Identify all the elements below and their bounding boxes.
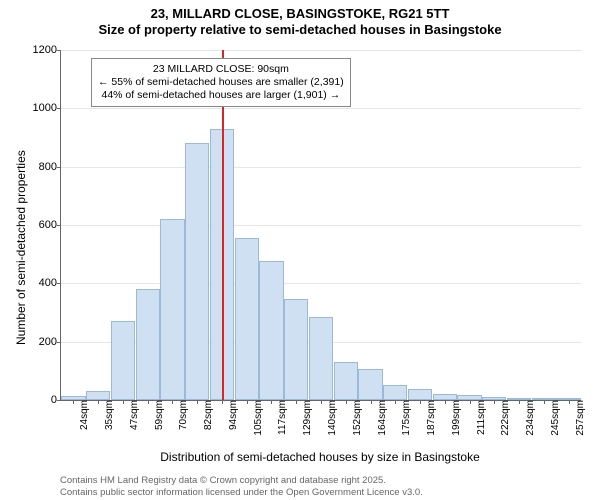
footer-line2: Contains public sector information licen…	[60, 487, 423, 499]
gridline	[61, 167, 581, 168]
annotation-line3: 44% of semi-detached houses are larger (…	[98, 89, 344, 102]
y-tick-label: 200	[39, 336, 61, 348]
gridline	[61, 108, 581, 109]
x-tick-label: 70sqm	[176, 400, 189, 430]
x-tick-label: 234sqm	[523, 400, 536, 436]
plot-area: 02004006008001000120024sqm35sqm47sqm59sq…	[60, 50, 581, 401]
x-tick-label: 245sqm	[548, 400, 561, 436]
title-line2: Size of property relative to semi-detach…	[0, 22, 600, 38]
y-tick-label: 800	[39, 161, 61, 173]
chart-title: 23, MILLARD CLOSE, BASINGSTOKE, RG21 5TT…	[0, 0, 600, 37]
histogram-bar	[86, 391, 110, 400]
x-tick-label: 47sqm	[127, 400, 140, 430]
x-tick-label: 117sqm	[275, 400, 288, 435]
title-line1: 23, MILLARD CLOSE, BASINGSTOKE, RG21 5TT	[0, 6, 600, 22]
x-tick-label: 140sqm	[325, 400, 338, 436]
histogram-bar	[259, 261, 283, 400]
footer-line1: Contains HM Land Registry data © Crown c…	[60, 475, 423, 487]
gridline	[61, 50, 581, 51]
histogram-bar	[235, 238, 259, 400]
histogram-bar	[383, 385, 407, 400]
histogram-bar	[160, 219, 184, 400]
annotation-line2: ← 55% of semi-detached houses are smalle…	[98, 76, 344, 89]
histogram-bar	[408, 389, 432, 400]
histogram-bar	[284, 299, 308, 400]
y-tick-label: 600	[39, 219, 61, 231]
x-tick-label: 175sqm	[399, 400, 412, 436]
y-tick-label: 1200	[33, 44, 61, 56]
x-tick-label: 187sqm	[424, 400, 437, 436]
x-tick-label: 199sqm	[449, 400, 462, 436]
x-tick-label: 105sqm	[251, 400, 264, 436]
y-tick-label: 0	[51, 394, 61, 406]
histogram-bar	[111, 321, 135, 400]
y-tick-label: 400	[39, 277, 61, 289]
x-tick-label: 257sqm	[573, 400, 586, 436]
x-axis-label: Distribution of semi-detached houses by …	[60, 450, 580, 464]
x-tick-label: 82sqm	[201, 400, 214, 430]
histogram-bar	[185, 143, 209, 400]
gridline	[61, 283, 581, 284]
y-axis-label: Number of semi-detached properties	[14, 150, 28, 345]
histogram-bar	[334, 362, 358, 400]
annotation-box: 23 MILLARD CLOSE: 90sqm ← 55% of semi-de…	[91, 58, 351, 107]
x-tick-label: 152sqm	[350, 400, 363, 436]
x-tick-label: 59sqm	[152, 400, 165, 430]
x-tick-label: 35sqm	[102, 400, 115, 430]
x-tick-label: 129sqm	[300, 400, 313, 436]
annotation-line1: 23 MILLARD CLOSE: 90sqm	[98, 63, 344, 76]
x-tick-label: 94sqm	[226, 400, 239, 430]
y-tick-label: 1000	[33, 102, 61, 114]
x-tick-label: 24sqm	[77, 400, 90, 430]
histogram-bar	[309, 317, 333, 400]
footer: Contains HM Land Registry data © Crown c…	[60, 475, 423, 499]
gridline	[61, 225, 581, 226]
x-tick-label: 211sqm	[474, 400, 487, 435]
histogram-bar	[358, 369, 382, 400]
x-tick-label: 222sqm	[498, 400, 511, 436]
x-tick-label: 164sqm	[375, 400, 388, 436]
histogram-bar	[136, 289, 160, 400]
